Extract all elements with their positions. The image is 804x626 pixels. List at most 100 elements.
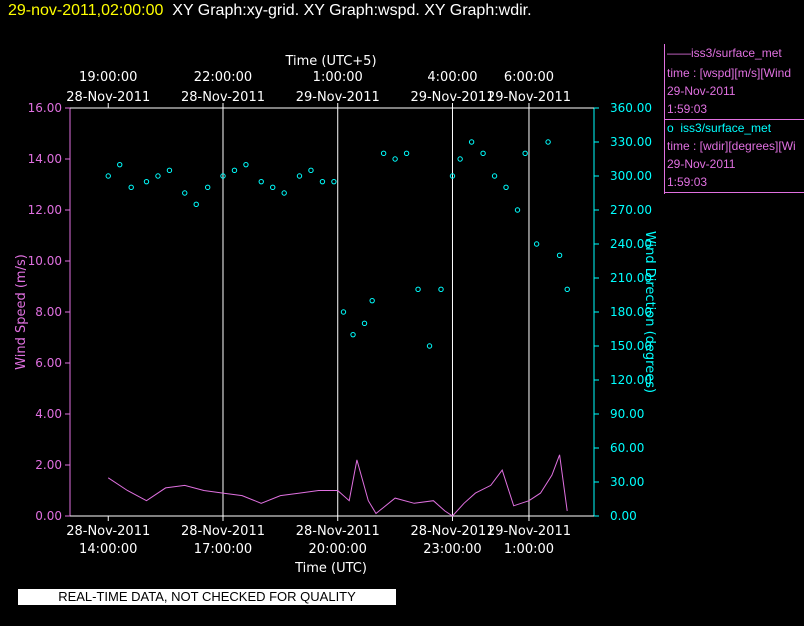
wind-direction-point: [204, 184, 211, 191]
timestamp: 29-nov-2011,02:00:00: [8, 2, 164, 19]
legend-wspd-var: time : [wspd][m/s][Wind: [667, 66, 792, 80]
x-bottom-tick-date: 28-Nov-2011: [410, 524, 494, 539]
wind-direction-point: [117, 161, 123, 168]
wind-direction-point: [231, 167, 238, 174]
legend-wdir-var: time : [wdir][degrees][Wi: [667, 139, 796, 153]
legend-wdir-date: 29-Nov-2011: [667, 157, 736, 171]
legend: ——iss3/surface_met time : [wspd][m/s][Wi…: [664, 44, 804, 194]
wind-direction-point: [522, 150, 528, 157]
y-right-tick-label: 90.00: [610, 407, 644, 421]
wind-direction-point: [369, 297, 375, 304]
y-right-tick-label: 270.00: [610, 203, 652, 217]
x-top-tick-time: 1:00:00: [313, 70, 363, 85]
wind-direction-point: [166, 167, 173, 174]
wind-direction-point: [308, 167, 314, 174]
legend-wspd-source: iss3/surface_met: [691, 46, 782, 60]
y-left-axis-title: Wind Speed (m/s): [14, 254, 29, 370]
x-bottom-tick-date: 28-Nov-2011: [66, 524, 150, 539]
wind-direction-point: [340, 309, 347, 315]
wind-direction-point: [193, 201, 199, 208]
wind-direction-point: [468, 139, 475, 145]
y-right-tick-label: 210.00: [610, 271, 652, 285]
wind-direction-point: [258, 178, 264, 185]
y-left-tick-label: 14.00: [28, 152, 62, 166]
y-right-tick-label: 330.00: [610, 135, 652, 149]
window-title: 29-nov-2011,02:00:00 XY Graph:xy-grid. X…: [8, 2, 532, 20]
wind-direction-point: [331, 178, 337, 185]
quality-notice: REAL-TIME DATA, NOT CHECKED FOR QUALITY: [18, 589, 396, 605]
legend-wdir-time: 1:59:03: [667, 175, 708, 189]
x-bottom-tick-date: 28-Nov-2011: [181, 524, 265, 539]
x-top-tick-date: 28-Nov-2011: [181, 90, 265, 105]
y-right-tick-label: 240.00: [610, 237, 652, 251]
x-bottom-tick-date: 28-Nov-2011: [296, 524, 380, 539]
wind-direction-point: [426, 343, 433, 349]
y-right-tick-label: 60.00: [610, 441, 644, 455]
y-left-tick-label: 2.00: [35, 458, 62, 472]
wind-direction-point: [350, 331, 356, 338]
y-right-tick-label: 300.00: [610, 169, 652, 183]
wind-direction-point: [319, 178, 326, 185]
y-right-axis-title: Wind Direction (degrees): [642, 231, 657, 393]
x-bottom-tick-time: 20:00:00: [309, 542, 367, 557]
wind-direction-point: [128, 184, 134, 191]
y-left-tick-label: 16.00: [28, 101, 62, 115]
x-top-tick-date: 29-Nov-2011: [487, 90, 571, 105]
y-right-tick-label: 150.00: [610, 339, 652, 353]
y-right-tick-label: 30.00: [610, 475, 644, 489]
y-right-tick-label: 120.00: [610, 373, 652, 387]
x-top-tick-date: 29-Nov-2011: [410, 90, 494, 105]
legend-wdir-source: iss3/surface_met: [680, 121, 772, 135]
y-right-tick-label: 0.00: [610, 509, 637, 523]
wind-direction-point: [438, 286, 444, 293]
x-bottom-tick-time: 14:00:00: [79, 542, 137, 557]
y-left-tick-label: 6.00: [35, 356, 62, 370]
x-top-tick-time: 19:00:00: [79, 70, 137, 85]
x-top-tick-date: 28-Nov-2011: [66, 90, 150, 105]
graph-list: XY Graph:xy-grid. XY Graph:wspd. XY Grap…: [172, 2, 532, 19]
wind-direction-point: [449, 173, 456, 179]
x-top-tick-time: 4:00:00: [427, 70, 477, 85]
y-left-tick-label: 0.00: [35, 509, 62, 523]
wind-direction-point: [296, 173, 303, 179]
wind-direction-point: [155, 173, 161, 179]
y-right-tick-label: 360.00: [610, 101, 652, 115]
wind-direction-point: [556, 252, 563, 259]
legend-wspd-entry: ——iss3/surface_met: [667, 46, 782, 60]
wind-direction-point: [220, 173, 226, 179]
y-left-tick-label: 8.00: [35, 305, 62, 319]
wind-direction-point: [503, 184, 509, 191]
x-bottom-tick-time: 23:00:00: [423, 542, 481, 557]
wind-direction-point: [491, 173, 498, 179]
x-bottom-tick-date: 29-Nov-2011: [487, 524, 571, 539]
wind-direction-point: [361, 320, 368, 327]
legend-wspd-line-icon: ——: [667, 46, 691, 60]
wind-direction-point: [514, 207, 521, 213]
legend-wdir-circle-icon: o: [667, 121, 674, 135]
x-top-tick-time: 22:00:00: [194, 70, 252, 85]
x-top-axis-title: Time (UTC+5): [284, 54, 376, 69]
wind-direction-point: [403, 150, 410, 157]
legend-wspd-time: 1:59:03: [667, 102, 708, 116]
legend-wspd-date: 29-Nov-2011: [667, 84, 736, 98]
x-top-tick-date: 29-Nov-2011: [296, 90, 380, 105]
wind-direction-point: [457, 156, 463, 162]
x-bottom-tick-time: 17:00:00: [194, 542, 252, 557]
wind-direction-point: [143, 178, 150, 185]
wind-direction-point: [533, 241, 540, 247]
x-bottom-tick-time: 1:00:00: [504, 542, 554, 557]
legend-wdir-entry: o iss3/surface_met: [667, 121, 771, 135]
wind-direction-point: [270, 184, 276, 191]
wind-direction-point: [415, 286, 421, 293]
y-right-tick-label: 180.00: [610, 305, 652, 319]
x-bottom-axis-title: Time (UTC): [294, 561, 367, 576]
wind-direction-point: [564, 286, 570, 293]
wind-direction-point: [243, 161, 249, 168]
wind-direction-point: [392, 156, 398, 162]
wind-direction-point: [105, 173, 111, 179]
wind-direction-point: [480, 150, 486, 157]
y-left-tick-label: 12.00: [28, 203, 62, 217]
wind-direction-point: [182, 190, 188, 196]
x-top-tick-time: 6:00:00: [504, 70, 554, 85]
